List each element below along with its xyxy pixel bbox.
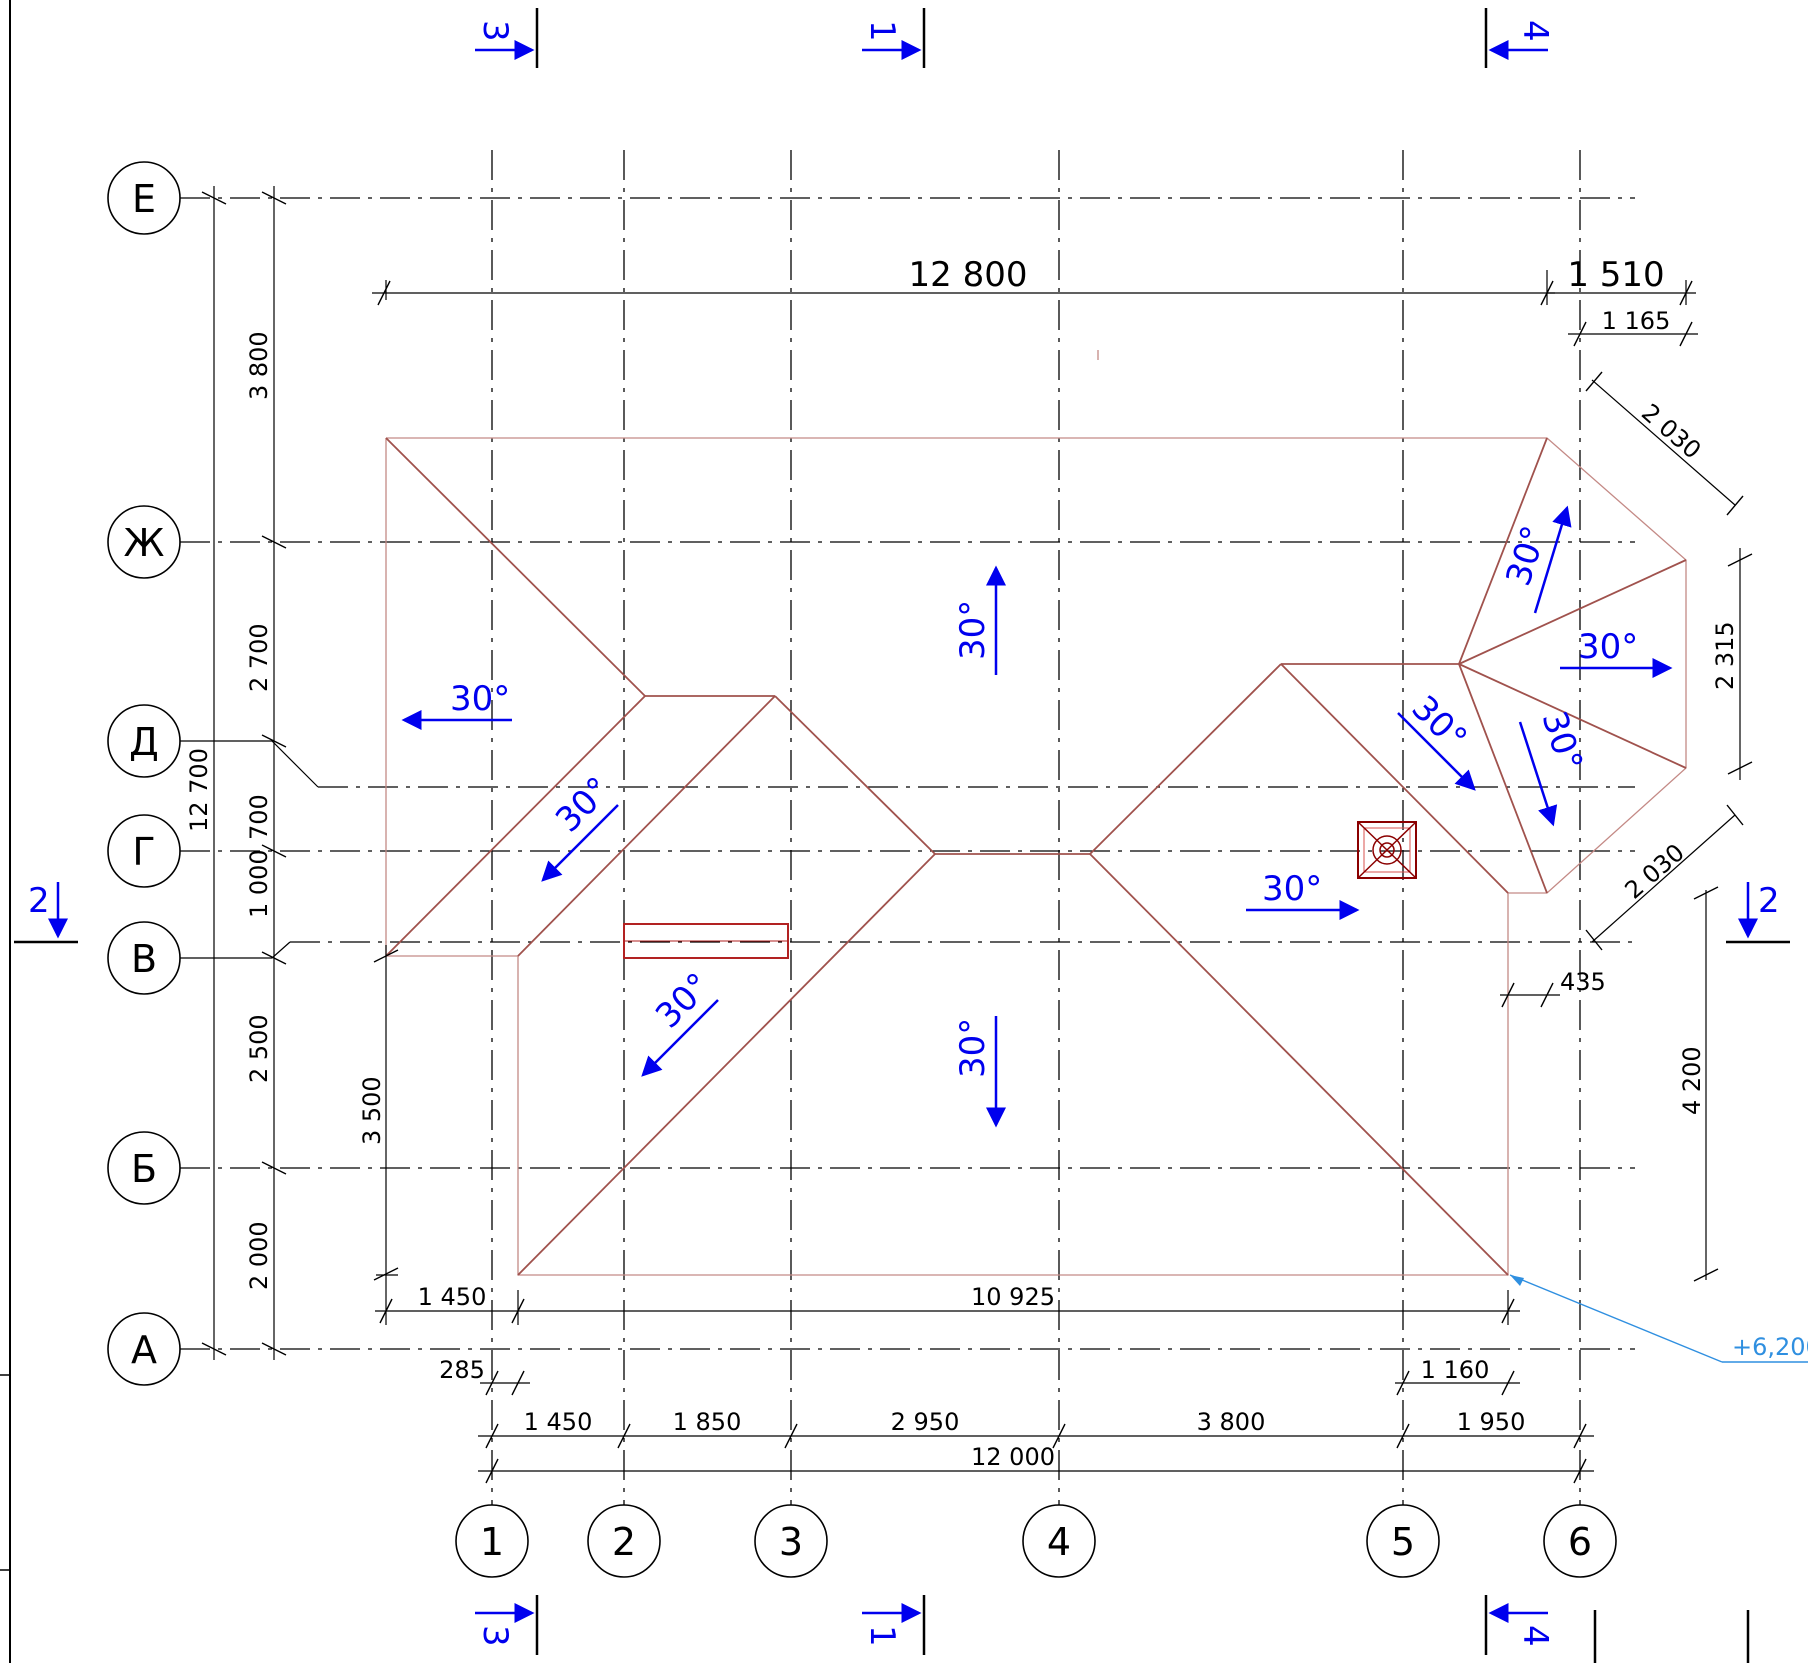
dim-left-span-4: 1 000: [245, 849, 273, 918]
column-axis-bubble-1: 1: [455, 1504, 529, 1578]
dim-left-span-1: 3 800: [245, 331, 273, 400]
slope-label: 30°: [648, 965, 719, 1036]
row-axis-bubble-zh: Ж: [107, 505, 181, 579]
column-label: 5: [1391, 1520, 1415, 1564]
slope-label: 30°: [450, 679, 510, 719]
column-label: 1: [480, 1520, 504, 1564]
slope-label: 30°: [548, 769, 619, 840]
row-axis-lines: [180, 197, 1635, 1350]
dim-left-span-6: 2 000: [245, 1221, 273, 1290]
column-label: 2: [612, 1520, 636, 1564]
column-label: 4: [1047, 1520, 1071, 1564]
column-axis-bubbles: 1 2 3 4 5 6: [455, 1504, 1617, 1578]
column-axis-bubble-4: 4: [1022, 1504, 1096, 1578]
dim-bottom-axis-span-3: 2 950: [891, 1408, 960, 1436]
slope-label: 30°: [1578, 627, 1638, 667]
dim-right-diag-top: 2 030: [1636, 398, 1706, 464]
section-markers-side: 2 2: [14, 881, 1790, 944]
row-label: Г: [132, 830, 155, 874]
section-mark-4-top: 4: [1515, 20, 1555, 42]
slope-label: 30°: [1499, 521, 1556, 591]
dim-top-right-a: 1 510: [1567, 255, 1664, 295]
row-axis-bubbles: Е Ж Д Г В Б А: [107, 161, 181, 1386]
row-label: Е: [132, 177, 156, 221]
chimney-icon: [1357, 821, 1417, 879]
dim-right-height: 2 315: [1711, 621, 1739, 690]
section-mark-3-bottom: 3: [475, 1625, 515, 1647]
row-axis-bubble-g: Г: [107, 814, 181, 888]
slope-label: 30°: [953, 600, 993, 660]
column-axis-bubble-5: 5: [1366, 1504, 1440, 1578]
row-label: Д: [129, 720, 159, 764]
dim-bottom-roof-a: 1 450: [418, 1283, 487, 1311]
row-label: Б: [131, 1147, 157, 1191]
level-mark: +6,200: [1509, 1274, 1808, 1363]
right-dimensions: 2 030 2 315 2 030 435 4 200: [1500, 371, 1753, 1282]
top-dimensions: 12 800 1 510 1 165: [372, 255, 1698, 347]
section-mark-1-top: 1: [862, 20, 902, 42]
dim-right-height-lower: 4 200: [1678, 1046, 1706, 1115]
column-label: 6: [1568, 1520, 1592, 1564]
row-label: В: [131, 937, 157, 981]
column-axis-lines: [491, 150, 1581, 1510]
dim-top-right-b: 1 165: [1602, 307, 1671, 335]
dim-left-inner: 3 500: [358, 1076, 386, 1145]
row-label: Ж: [124, 521, 165, 565]
dim-top-overall: 12 800: [909, 255, 1028, 295]
section-markers-top: 3 1 4: [475, 8, 1555, 68]
row-axis-bubble-b: Б: [107, 1131, 181, 1205]
section-mark-1-bottom: 1: [862, 1625, 902, 1647]
dim-bottom-axis-span-1: 1 450: [524, 1408, 593, 1436]
dim-bottom-roof-b: 10 925: [971, 1283, 1055, 1311]
slope-label: 30°: [1404, 688, 1475, 759]
dim-right-diag-bottom: 2 030: [1620, 838, 1690, 904]
section-mark-3-top: 3: [475, 20, 515, 42]
left-dimensions: 12 700 3 800 2 700 700 1 000 2 500 2 000…: [185, 186, 399, 1360]
column-label: 3: [779, 1520, 803, 1564]
slope-label: 30°: [953, 1018, 993, 1078]
dim-bottom-small-left: 285: [439, 1356, 485, 1384]
dim-left-span-2: 2 700: [245, 623, 273, 692]
dim-bottom-small-right: 1 160: [1421, 1356, 1490, 1384]
bottom-dimensions: 1 450 10 925 285 1 160 1 450 1 850 2 950…: [375, 1283, 1594, 1484]
dim-left-overall: 12 700: [185, 748, 213, 832]
slope-label: 30°: [1533, 706, 1590, 776]
dim-bottom-axis-span-5: 1 950: [1457, 1408, 1526, 1436]
column-axis-bubble-6: 6: [1543, 1504, 1617, 1578]
dim-left-span-5: 2 500: [245, 1014, 273, 1083]
dim-right-offset: 435: [1560, 968, 1606, 996]
row-axis-bubble-e: Е: [107, 161, 181, 235]
level-mark-text: +6,200: [1732, 1333, 1808, 1361]
column-axis-bubble-2: 2: [587, 1504, 661, 1578]
row-label: А: [131, 1328, 157, 1372]
column-axis-bubble-3: 3: [754, 1504, 828, 1578]
dim-left-span-3: 700: [245, 794, 273, 840]
row-axis-bubble-v: В: [107, 921, 181, 995]
roof-outline: [385, 350, 1687, 1276]
slope-label: 30°: [1262, 869, 1322, 909]
section-markers-bottom: 3 1 4: [475, 1595, 1750, 1663]
section-mark-2-left: 2: [28, 881, 50, 921]
section-mark-2-right: 2: [1758, 881, 1780, 921]
dim-bottom-axis-span-2: 1 850: [673, 1408, 742, 1436]
dim-bottom-axis-total: 12 000: [971, 1443, 1055, 1471]
row-axis-bubble-d: Д: [107, 704, 181, 778]
row-axis-bubble-a: А: [107, 1312, 181, 1386]
section-mark-4-bottom: 4: [1515, 1625, 1555, 1647]
dim-bottom-axis-span-4: 3 800: [1197, 1408, 1266, 1436]
slope-arrows: 30° 30° 30° 30° 30° 30° 30° 30° 30° 30°: [401, 505, 1673, 1128]
